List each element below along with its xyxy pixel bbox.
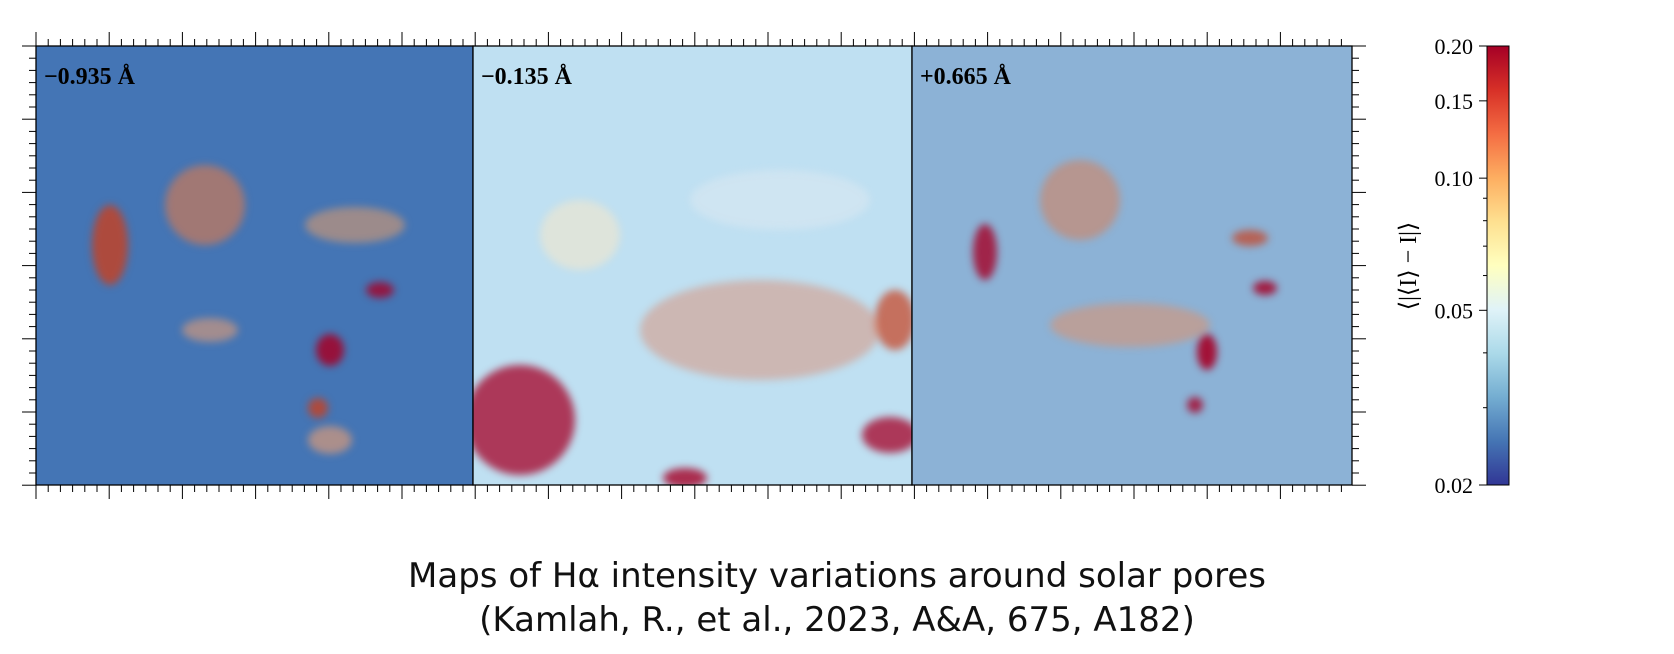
map-feature (165, 165, 245, 245)
map-feature (1197, 334, 1217, 370)
map-feature (875, 290, 912, 350)
colorbar-tick-label: 0.10 (1435, 166, 1474, 191)
map-feature (1187, 397, 1203, 413)
colorbar-tick-label: 0.15 (1435, 89, 1474, 114)
figure-caption-title: Maps of Hα intensity variations around s… (408, 556, 1266, 596)
panel-label-3: +0.665 Å (920, 64, 1012, 90)
map-feature (1232, 230, 1268, 246)
map-feature (1253, 281, 1277, 295)
map-features-2 (473, 170, 912, 485)
map-features-1 (92, 165, 405, 454)
panel-label-2: −0.135 Å (481, 64, 573, 90)
map-feature (182, 318, 238, 342)
colorbar-tick-label: 0.05 (1435, 298, 1474, 323)
colorbar-tick-label: 0.02 (1435, 473, 1474, 498)
map-feature (690, 170, 870, 230)
map-feature (92, 205, 128, 285)
map-feature (973, 224, 997, 280)
axis-ticks (22, 32, 1366, 499)
map-feature (1050, 303, 1210, 347)
map-feature (305, 207, 405, 243)
colorbar-tick-label: 0.20 (1435, 34, 1474, 59)
map-panel-3: +0.665 Å (911, 45, 1353, 486)
map-feature (366, 282, 394, 298)
map-feature (308, 426, 352, 454)
map-feature (1040, 160, 1120, 240)
map-panel-2: −0.135 Å (472, 45, 913, 486)
map-feature (640, 280, 880, 380)
map-features-3 (973, 160, 1277, 413)
colorbar-label: ⟨|⟨I⟩ − I|⟩ (1396, 222, 1422, 311)
map-feature (540, 200, 620, 270)
map-feature (862, 417, 912, 453)
colorbar-gradient (1486, 45, 1510, 486)
map-feature (316, 334, 344, 366)
colorbar: 0.20 0.15 0.10 0.05 0.02 ⟨|⟨I⟩ − I|⟩ (1396, 34, 1510, 498)
map-feature (308, 398, 328, 418)
map-panel-1: −0.935 Å (35, 45, 474, 486)
panels: −0.935 Å −0.135 Å +0.665 Å (22, 32, 1366, 499)
map-feature (663, 468, 707, 485)
map-feature (473, 365, 575, 475)
panel-label-1: −0.935 Å (44, 64, 136, 90)
figure-caption-citation: (Kamlah, R., et al., 2023, A&A, 675, A18… (479, 600, 1195, 640)
